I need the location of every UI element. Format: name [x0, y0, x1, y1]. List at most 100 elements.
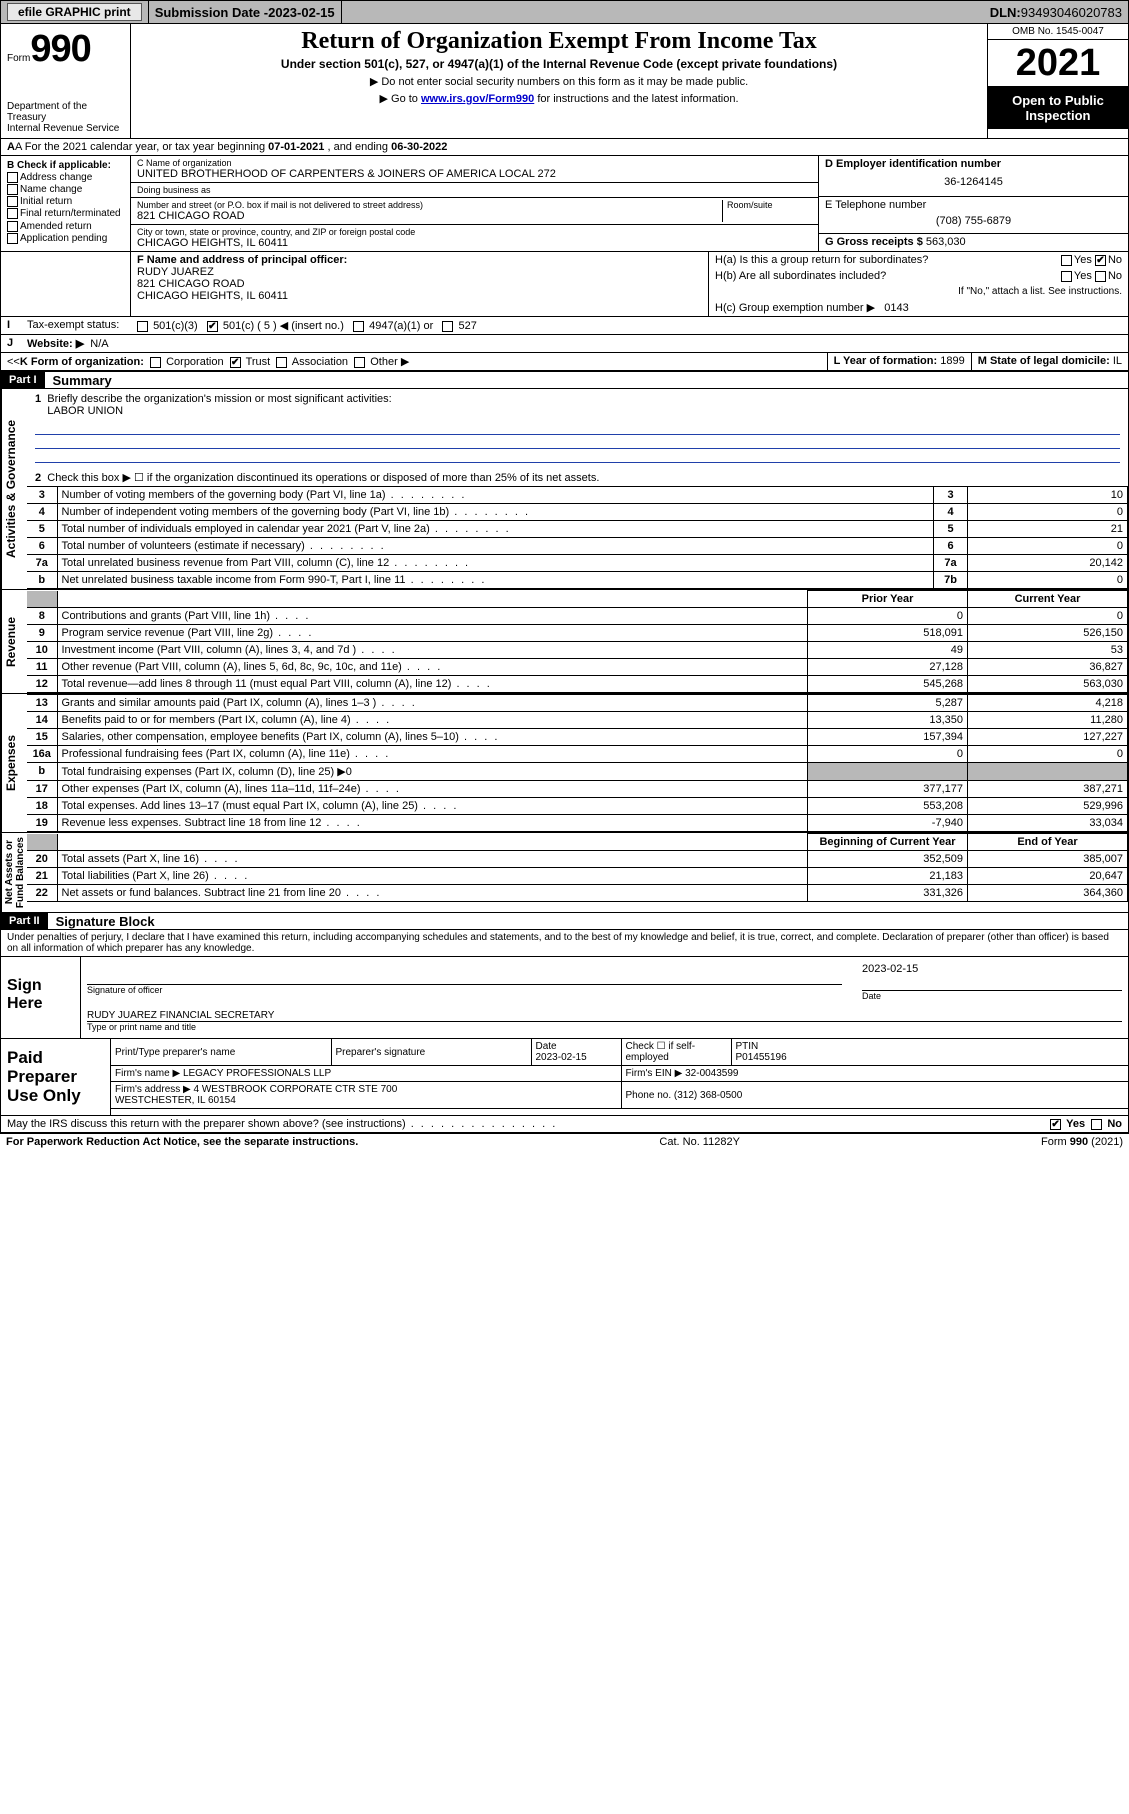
sign-here-label: Sign Here	[1, 957, 81, 1038]
table-row: 12Total revenue—add lines 8 through 11 (…	[27, 676, 1128, 693]
check-amended-return[interactable]: Amended return	[7, 221, 124, 232]
side-governance: Activities & Governance	[1, 389, 27, 589]
note-ssn: ▶ Do not enter social security numbers o…	[139, 75, 979, 88]
top-bar: efile GRAPHIC print Submission Date - 20…	[0, 0, 1129, 24]
ein-value: 36-1264145	[825, 170, 1122, 194]
hc-value: 0143	[884, 302, 908, 314]
side-net-assets: Net Assets or Fund Balances	[1, 833, 27, 912]
hb-no[interactable]	[1095, 271, 1106, 282]
declaration-text: Under penalties of perjury, I declare th…	[0, 930, 1129, 957]
paid-preparer-block: Paid Preparer Use Only Print/Type prepar…	[0, 1039, 1129, 1116]
e-phone-label: E Telephone number	[825, 199, 1122, 211]
section-i: I Tax-exempt status: 501(c)(3) 501(c) ( …	[0, 317, 1129, 335]
form-subtitle: Under section 501(c), 527, or 4947(a)(1)…	[139, 57, 979, 71]
hc-label: H(c) Group exemption number ▶	[715, 302, 875, 314]
k-assoc[interactable]	[276, 357, 287, 368]
check-application-pending[interactable]: Application pending	[7, 233, 124, 244]
f-label: F Name and address of principal officer:	[137, 254, 347, 266]
form-title: Return of Organization Exempt From Incom…	[139, 28, 979, 55]
gov-row: bNet unrelated business taxable income f…	[27, 572, 1128, 589]
year-formation: 1899	[940, 355, 964, 367]
discuss-no[interactable]	[1091, 1119, 1102, 1130]
b-label: B Check if applicable:	[7, 160, 124, 171]
submission-date: Submission Date - 2023-02-15	[149, 1, 342, 23]
street-address: 821 CHICAGO ROAD	[137, 210, 722, 222]
note-link: ▶ Go to www.irs.gov/Form990 for instruct…	[139, 92, 979, 105]
expenses-table: 13Grants and similar amounts paid (Part …	[27, 694, 1128, 832]
gov-row: 4Number of independent voting members of…	[27, 504, 1128, 521]
open-to-public: Open to Public Inspection	[988, 87, 1128, 129]
officer-typed-name: RUDY JUAREZ FINANCIAL SECRETARY	[87, 1010, 274, 1021]
state-domicile: IL	[1113, 355, 1122, 367]
i-4947[interactable]	[353, 321, 364, 332]
irs-link[interactable]: www.irs.gov/Form990	[421, 93, 534, 105]
d-ein-label: D Employer identification number	[825, 158, 1122, 170]
city-state-zip: CHICAGO HEIGHTS, IL 60411	[137, 237, 812, 249]
cat-no: Cat. No. 11282Y	[659, 1136, 740, 1148]
ha-yes[interactable]	[1061, 255, 1072, 266]
sig-date-value: 2023-02-15	[862, 963, 1122, 975]
omb-number: OMB No. 1545-0047	[988, 24, 1128, 40]
discuss-yes[interactable]	[1050, 1119, 1061, 1130]
efile-print-button[interactable]: efile GRAPHIC print	[7, 3, 142, 21]
ha-no[interactable]	[1095, 255, 1106, 266]
part1-header: Part I	[1, 372, 45, 388]
sig-officer-label: Signature of officer	[87, 985, 842, 995]
check-name-change[interactable]: Name change	[7, 184, 124, 195]
k-trust[interactable]	[230, 357, 241, 368]
section-klm: <<K Form of organization: Corporation Tr…	[0, 353, 1129, 372]
room-label: Room/suite	[727, 200, 812, 210]
section-f-h: F Name and address of principal officer:…	[0, 252, 1129, 317]
gov-row: 7aTotal unrelated business revenue from …	[27, 555, 1128, 572]
table-row: 11Other revenue (Part VIII, column (A), …	[27, 659, 1128, 676]
i-501c3[interactable]	[137, 321, 148, 332]
pt-check-self-employed[interactable]: Check ☐ if self-employed	[621, 1039, 731, 1066]
form-word: Form	[7, 53, 30, 64]
city-label: City or town, state or province, country…	[137, 227, 812, 237]
ptin-value: P01455196	[736, 1052, 787, 1063]
i-501c[interactable]	[207, 321, 218, 332]
dept-treasury: Department of the Treasury Internal Reve…	[7, 101, 124, 134]
side-revenue: Revenue	[1, 590, 27, 693]
table-row: 22Net assets or fund balances. Subtract …	[27, 885, 1128, 902]
g-gross-label: G Gross receipts $	[825, 236, 923, 248]
k-corp[interactable]	[150, 357, 161, 368]
form-page: Form 990 (2021)	[1041, 1136, 1123, 1148]
revenue-table: Prior Year Current Year 8Contributions a…	[27, 590, 1128, 693]
check-address-change[interactable]: Address change	[7, 172, 124, 183]
page-footer: For Paperwork Reduction Act Notice, see …	[0, 1134, 1129, 1150]
i-527[interactable]	[442, 321, 453, 332]
dba-label: Doing business as	[137, 185, 812, 195]
check-final-return[interactable]: Final return/terminated	[7, 208, 124, 219]
signature-block: Sign Here Signature of officer 2023-02-1…	[0, 957, 1129, 1039]
hb-yes[interactable]	[1061, 271, 1072, 282]
form-header: Form990 Department of the Treasury Inter…	[0, 24, 1129, 139]
tax-year: 2021	[988, 40, 1128, 87]
gov-row: 5Total number of individuals employed in…	[27, 521, 1128, 538]
table-row: 9Program service revenue (Part VIII, lin…	[27, 625, 1128, 642]
tax-period: AA For the 2021 calendar year, or tax ye…	[0, 139, 1129, 156]
hb-label: H(b) Are all subordinates included?	[715, 270, 1061, 282]
type-name-label: Type or print name and title	[87, 1022, 1122, 1032]
i-label: Tax-exempt status:	[21, 317, 131, 334]
firm-phone: (312) 368-0500	[674, 1090, 742, 1101]
form-number: 990	[30, 28, 90, 70]
website-value: N/A	[90, 338, 108, 350]
check-initial-return[interactable]: Initial return	[7, 196, 124, 207]
table-row: 14Benefits paid to or for members (Part …	[27, 712, 1128, 729]
k-other[interactable]	[354, 357, 365, 368]
ha-label: H(a) Is this a group return for subordin…	[715, 254, 1061, 266]
section-j: J Website: ▶ N/A	[0, 335, 1129, 353]
officer-addr2: CHICAGO HEIGHTS, IL 60411	[137, 290, 288, 302]
gov-row: 6Total number of volunteers (estimate if…	[27, 538, 1128, 555]
table-row: 8Contributions and grants (Part VIII, li…	[27, 608, 1128, 625]
hb-note: If "No," attach a list. See instructions…	[709, 284, 1128, 299]
phone-value: (708) 755-6879	[825, 211, 1122, 231]
table-row: 20Total assets (Part X, line 16)352,5093…	[27, 851, 1128, 868]
gov-row: 3Number of voting members of the governi…	[27, 487, 1128, 504]
paid-preparer-label: Paid Preparer Use Only	[1, 1039, 111, 1115]
table-row: 16aProfessional fundraising fees (Part I…	[27, 746, 1128, 763]
pra-notice: For Paperwork Reduction Act Notice, see …	[6, 1136, 358, 1148]
section-revenue: Revenue Prior Year Current Year 8Contrib…	[0, 590, 1129, 694]
pt-sig-label: Preparer's signature	[331, 1039, 531, 1066]
